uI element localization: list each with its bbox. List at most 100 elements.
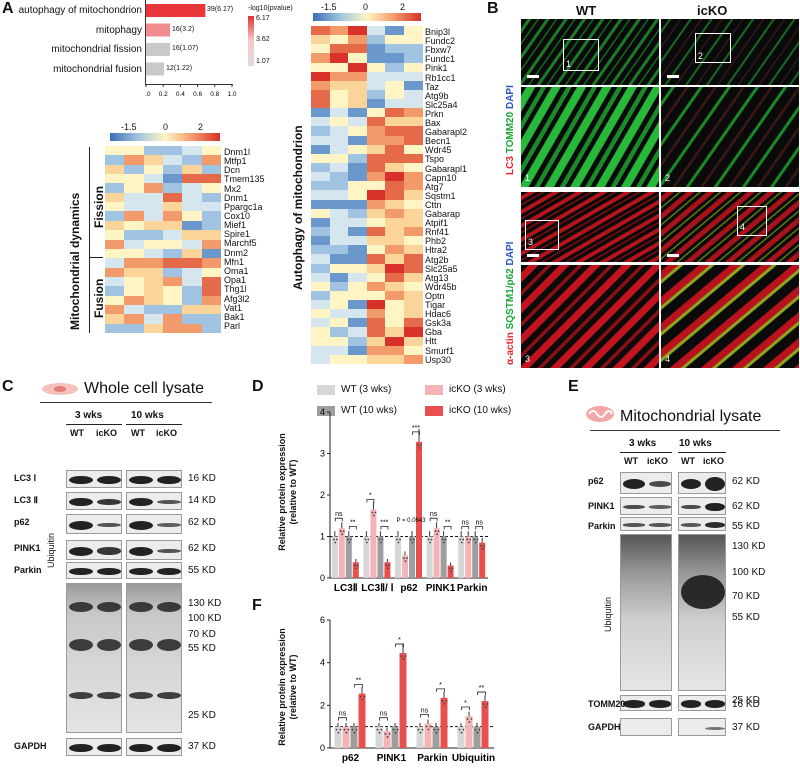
sig-bracket	[436, 688, 445, 692]
data-point	[418, 446, 421, 449]
heat-cell	[311, 62, 330, 73]
y-tick-label: 4	[320, 407, 325, 417]
data-point	[420, 443, 422, 446]
c-row-label-5: GAPDH	[14, 741, 47, 751]
heat-cell	[329, 181, 349, 191]
sig-bracket	[366, 499, 375, 503]
sig-label: **	[445, 520, 451, 527]
heat-cell	[366, 272, 386, 283]
bar-0-1	[342, 726, 350, 748]
heat-cell	[311, 190, 330, 201]
heat-cell	[329, 71, 349, 82]
heat-cell	[124, 295, 145, 306]
heat-cell	[105, 258, 125, 269]
heat-cell	[182, 220, 203, 231]
heat-cell	[366, 153, 386, 164]
heat-cell	[366, 245, 386, 255]
legend-swatch-wt10	[317, 406, 335, 416]
heat-cell	[182, 183, 203, 194]
dapi-label-2: DAPI	[505, 241, 516, 266]
blot-band	[97, 475, 121, 485]
heat-cell	[348, 217, 367, 228]
heat-cell	[201, 183, 222, 194]
heat-cell	[348, 99, 367, 109]
gene-label: Prkn	[425, 108, 444, 119]
heat-cell	[348, 309, 367, 319]
gene-label: Marchf5	[224, 238, 257, 249]
bar-0-0	[334, 726, 342, 748]
panel-label-f: F	[252, 597, 262, 614]
sig-bracket	[338, 717, 347, 721]
go-axis-tick-label: 0.8	[210, 91, 219, 98]
gene-label: Thg1l	[224, 284, 247, 295]
heat-cell	[403, 26, 423, 36]
heat-cell	[348, 318, 367, 328]
blot-band	[69, 546, 93, 556]
go-bar-value-4: 12(1.22)	[166, 65, 193, 72]
heat-cell	[163, 146, 183, 156]
c-ubi-kd-4: 25 KD	[188, 710, 216, 721]
heat-cell	[348, 144, 367, 155]
go-term-4: mitochondrial fusion	[53, 64, 142, 75]
heat-cell	[385, 309, 404, 319]
data-point	[348, 541, 351, 544]
go-axis-tick-label: 1.0	[227, 91, 236, 98]
data-point	[421, 728, 424, 731]
heat-cell	[403, 290, 423, 301]
data-point	[396, 728, 399, 731]
data-point	[386, 736, 389, 738]
bar-2-3	[440, 697, 448, 748]
data-point	[436, 533, 438, 536]
sig-label: **	[479, 685, 485, 692]
heat-cell	[329, 217, 349, 228]
heat-cell	[366, 89, 386, 100]
heat-cell	[403, 217, 423, 228]
heat-cell	[366, 336, 386, 347]
sig-bracket	[380, 526, 389, 530]
data-point	[380, 728, 383, 731]
d-ylabel-1: Relative protein expression	[277, 433, 287, 551]
heat-cell	[182, 202, 203, 212]
heat-cell	[385, 108, 404, 118]
heat-cell	[182, 192, 203, 203]
gene-label: Oma1	[224, 266, 249, 277]
c-row-1-blot	[66, 492, 122, 510]
e-row-kd-1: 62 KD	[732, 501, 760, 512]
heat-cell	[201, 304, 222, 315]
blot-band	[129, 692, 153, 699]
data-point	[443, 541, 445, 544]
bar-2-0	[395, 536, 401, 578]
heat-cell	[348, 254, 367, 264]
heat-cell	[403, 345, 423, 356]
data-point	[380, 541, 382, 544]
heat-cell	[329, 117, 349, 127]
heat-cell	[201, 202, 222, 212]
heat-cell	[385, 163, 404, 173]
fission-label: Fission	[92, 185, 106, 228]
heat-cell	[385, 71, 404, 82]
data-point	[364, 538, 367, 541]
heat-cell	[143, 211, 164, 222]
heat-cell	[329, 126, 349, 137]
row1-channel-labels: LC3 TOMM20 DAPI	[505, 85, 516, 175]
data-point	[343, 728, 346, 731]
c-row-5-blot	[126, 738, 182, 756]
category-label: Parkin	[417, 753, 448, 764]
heat-cell	[385, 99, 404, 109]
data-point	[486, 703, 489, 705]
heat-cell	[403, 71, 423, 82]
data-point	[437, 530, 440, 533]
heat-cell	[348, 163, 367, 173]
sig-label: ns	[475, 520, 483, 527]
data-point	[474, 541, 477, 544]
heat-cell	[311, 236, 330, 246]
e-row-kd-3: 16 KD	[732, 699, 760, 710]
heat-cell	[163, 314, 183, 325]
heat-cell	[124, 183, 145, 194]
y-tick-label: 3	[320, 449, 325, 459]
gene-label: Tmem135	[224, 174, 265, 185]
heat-cell	[385, 26, 404, 36]
e-row-label-2: Parkin	[588, 521, 616, 531]
heat-cell	[201, 230, 222, 240]
